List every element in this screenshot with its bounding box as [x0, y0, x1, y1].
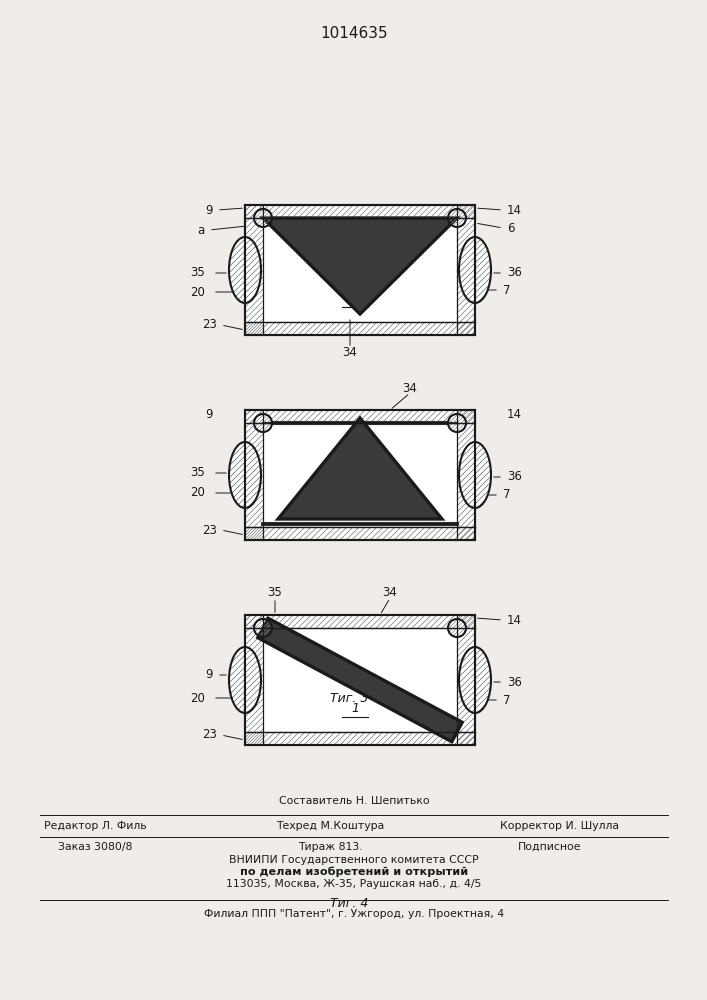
Text: 20: 20 — [190, 286, 205, 298]
Polygon shape — [263, 218, 457, 314]
Text: 9: 9 — [206, 668, 213, 682]
Bar — [245, 410, 475, 540]
Text: Τиг. 3: Τиг. 3 — [330, 692, 368, 705]
Text: 1: 1 — [351, 702, 359, 715]
Text: 23: 23 — [202, 318, 217, 332]
Bar — [457, 615, 475, 745]
Polygon shape — [258, 618, 462, 742]
Text: 7: 7 — [503, 488, 510, 502]
Text: Редактор Л. Филь: Редактор Л. Филь — [44, 821, 146, 831]
Text: Заказ 3080/8: Заказ 3080/8 — [58, 842, 132, 852]
Text: Τиг. 2: Τиг. 2 — [330, 487, 368, 500]
Text: 14: 14 — [507, 204, 522, 217]
Text: 36: 36 — [507, 266, 522, 279]
Bar — [245, 205, 475, 335]
Text: 23: 23 — [202, 728, 217, 742]
Circle shape — [448, 209, 466, 227]
Text: Подписное: Подписное — [518, 842, 582, 852]
Text: 7: 7 — [503, 284, 510, 296]
Bar — [245, 410, 263, 540]
Text: Составитель Н. Шепитько: Составитель Н. Шепитько — [279, 796, 429, 806]
Text: 6: 6 — [507, 222, 515, 234]
Text: 23: 23 — [202, 524, 217, 536]
Text: 1: 1 — [351, 292, 359, 305]
Ellipse shape — [459, 237, 491, 303]
Text: 1014635: 1014635 — [320, 26, 388, 41]
Text: Корректор И. Шулла: Корректор И. Шулла — [501, 821, 619, 831]
Ellipse shape — [459, 647, 491, 713]
Text: 113035, Москва, Ж-35, Раушская наб., д. 4/5: 113035, Москва, Ж-35, Раушская наб., д. … — [226, 879, 481, 889]
Text: 35: 35 — [190, 266, 205, 279]
Text: 36: 36 — [507, 471, 522, 484]
Bar — [245, 615, 475, 628]
Text: Техред М.Коштура: Техред М.Коштура — [276, 821, 384, 831]
Bar — [245, 205, 475, 218]
Text: 36: 36 — [507, 676, 522, 688]
Text: 34: 34 — [382, 586, 397, 599]
Text: 1: 1 — [351, 497, 359, 510]
Bar — [457, 205, 475, 335]
Bar — [245, 527, 475, 540]
Text: 34: 34 — [343, 347, 358, 360]
Polygon shape — [278, 418, 442, 519]
Text: 9: 9 — [206, 408, 213, 422]
Bar — [245, 205, 475, 335]
Text: ВНИИПИ Государственного комитета СССР: ВНИИПИ Государственного комитета СССР — [229, 855, 479, 865]
Bar — [245, 410, 475, 423]
Bar — [245, 322, 475, 335]
Text: 7: 7 — [503, 694, 510, 706]
Text: 14: 14 — [507, 408, 522, 422]
Text: 9: 9 — [206, 204, 213, 217]
Text: 20: 20 — [190, 487, 205, 499]
Text: 20: 20 — [190, 692, 205, 704]
Ellipse shape — [229, 442, 261, 508]
Circle shape — [254, 209, 272, 227]
Bar — [245, 410, 475, 540]
Text: 35: 35 — [268, 586, 282, 599]
Bar — [245, 615, 475, 745]
Bar — [245, 205, 263, 335]
Circle shape — [254, 414, 272, 432]
Ellipse shape — [459, 442, 491, 508]
Bar — [245, 732, 475, 745]
Text: 14: 14 — [507, 613, 522, 626]
Text: 34: 34 — [402, 381, 417, 394]
Bar — [457, 410, 475, 540]
Text: a: a — [198, 224, 205, 236]
Bar — [245, 615, 263, 745]
Ellipse shape — [229, 237, 261, 303]
Text: 35: 35 — [190, 466, 205, 480]
Text: Тираж 813.: Тираж 813. — [298, 842, 362, 852]
Circle shape — [448, 619, 466, 637]
Circle shape — [448, 414, 466, 432]
Bar — [245, 615, 475, 745]
Text: по делам изобретений и открытий: по делам изобретений и открытий — [240, 867, 468, 877]
Text: Филиал ППП "Патент", г. Ужгород, ул. Проектная, 4: Филиал ППП "Патент", г. Ужгород, ул. Про… — [204, 909, 504, 919]
Circle shape — [254, 619, 272, 637]
Text: Τиг. 4: Τиг. 4 — [330, 897, 368, 910]
Ellipse shape — [229, 647, 261, 713]
